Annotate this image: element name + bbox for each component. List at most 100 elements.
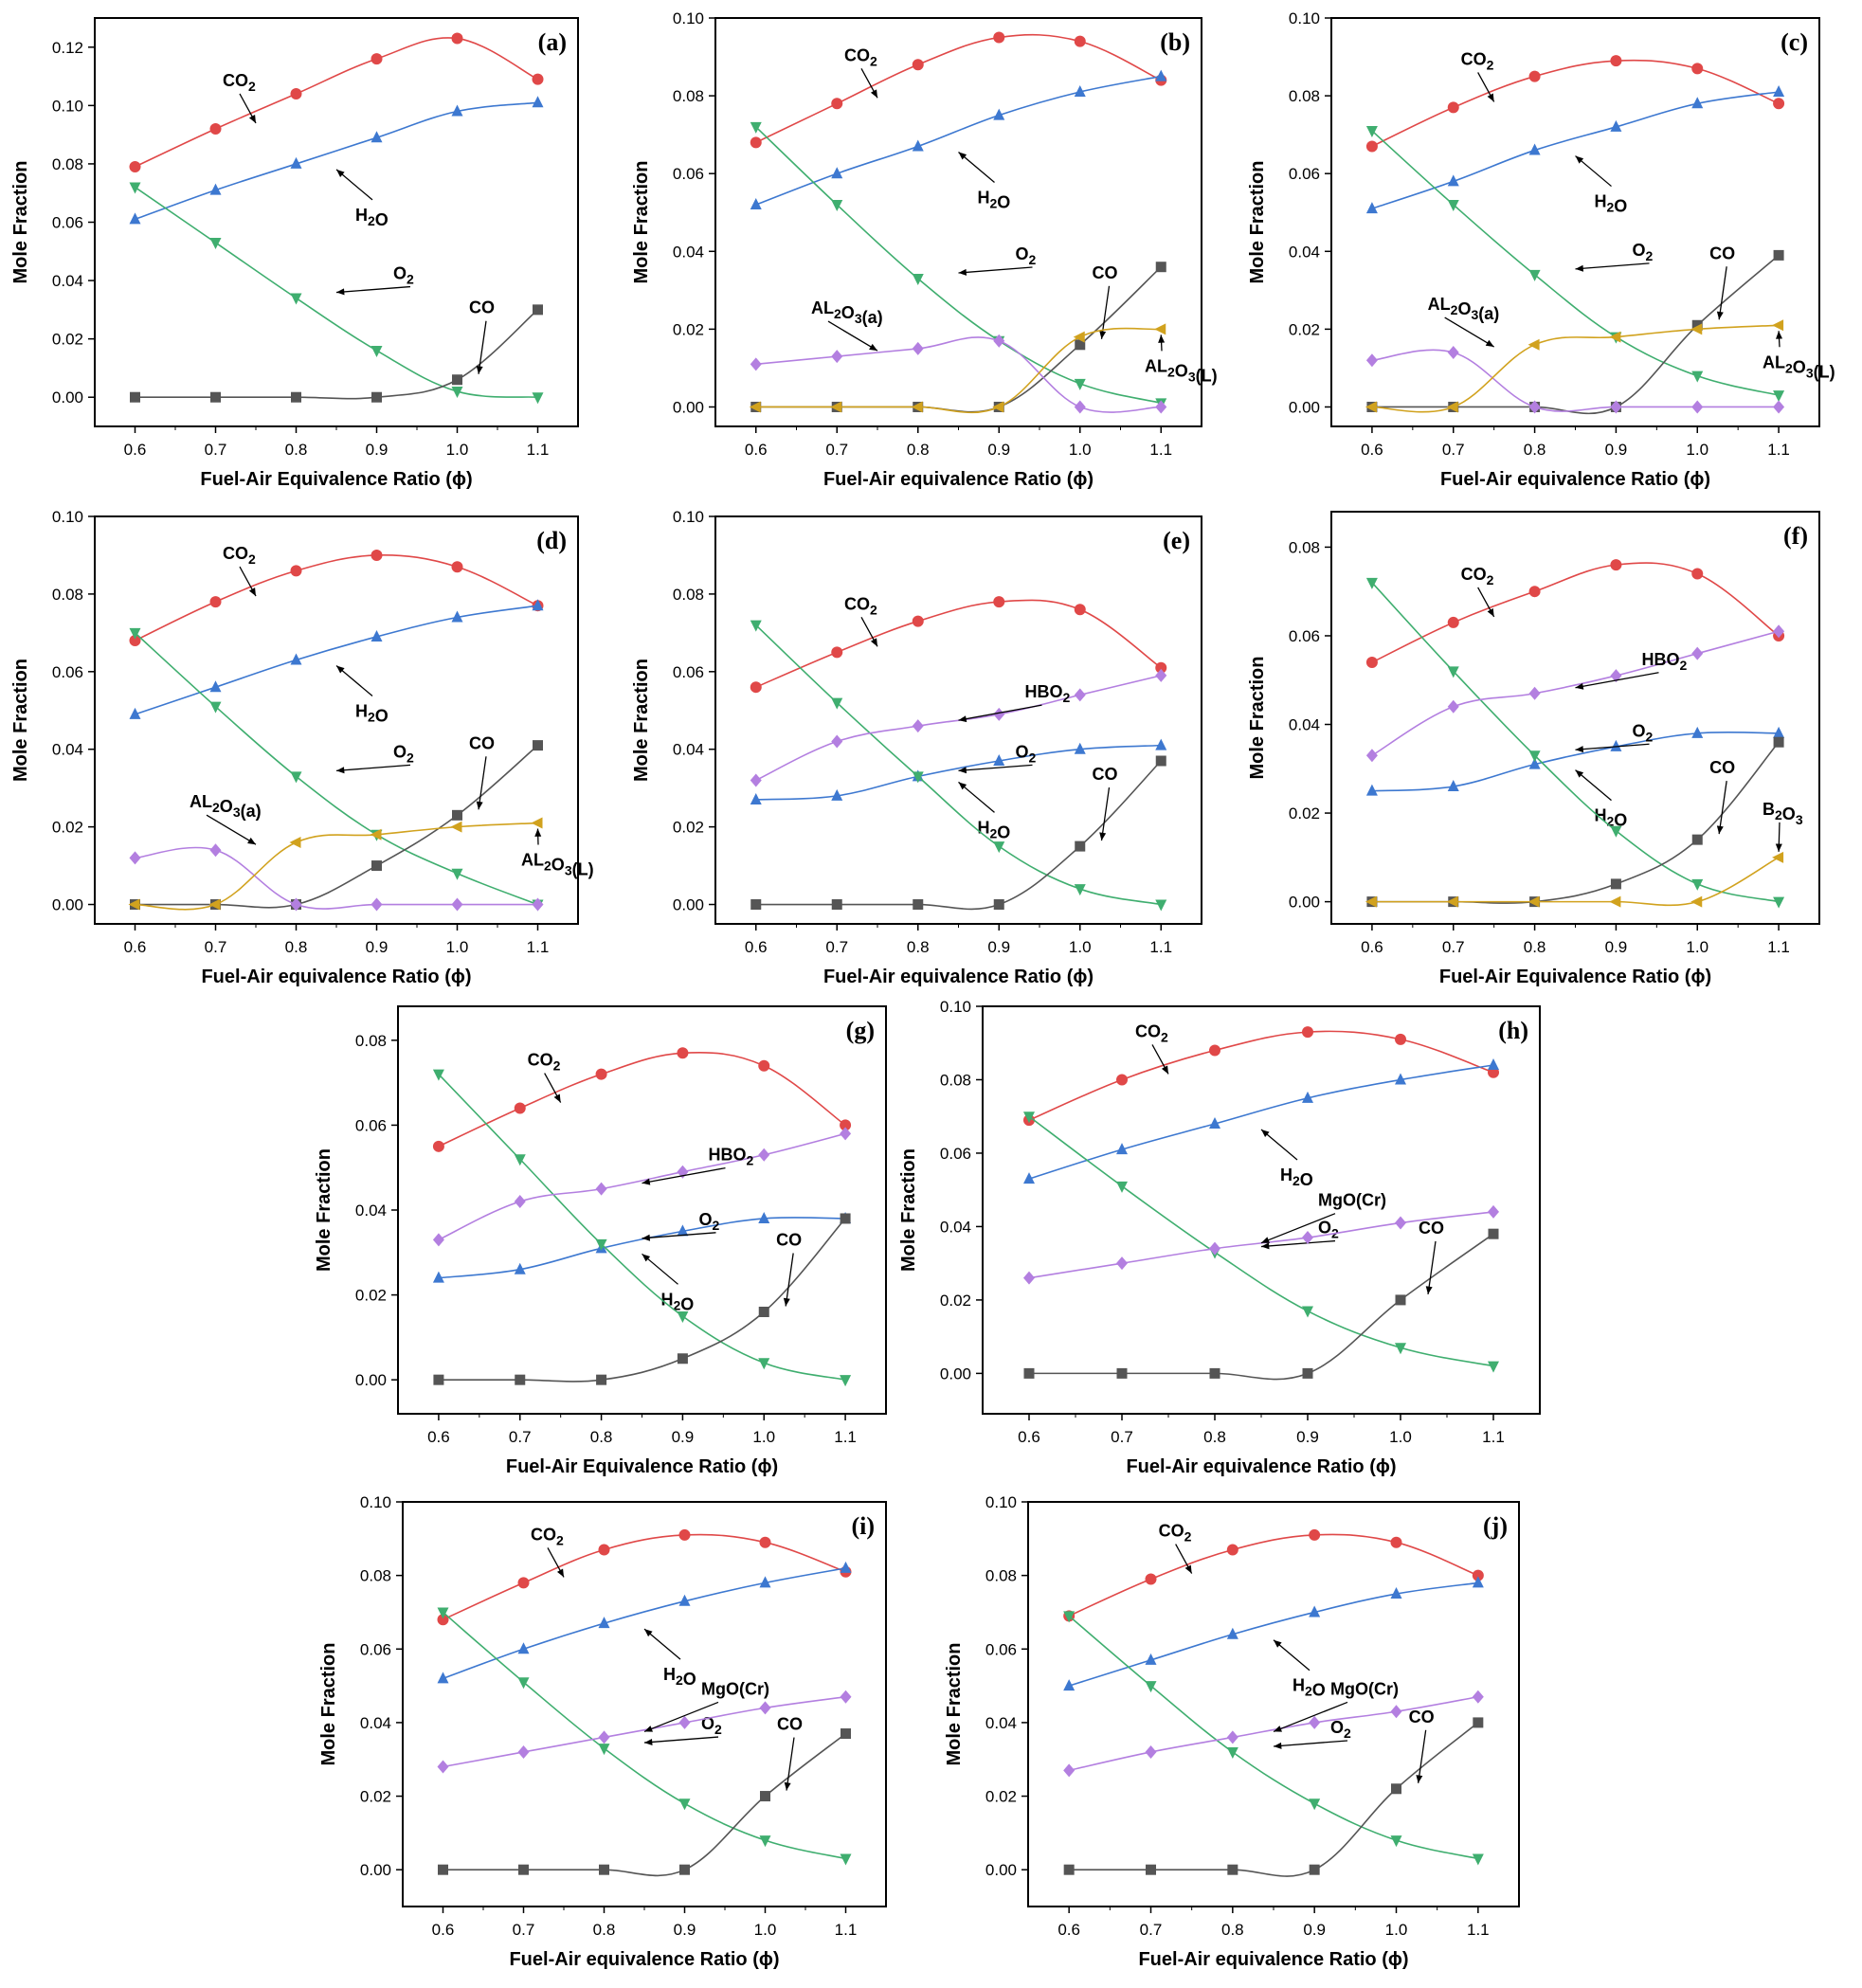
y-tick-label: 0.02 bbox=[940, 1292, 971, 1310]
arrowhead-o2 bbox=[958, 268, 967, 276]
series-mgo-cr: MgO(Cr) bbox=[1023, 1191, 1499, 1285]
x-tick-label: 1.1 bbox=[527, 441, 550, 459]
point-h2o bbox=[1447, 174, 1459, 187]
point-o2 bbox=[840, 1853, 852, 1866]
point-h2o bbox=[1074, 742, 1086, 754]
arrow-mgo-cr bbox=[643, 1701, 719, 1733]
series-label-o2: O2 bbox=[393, 742, 414, 765]
series-line-o2 bbox=[755, 126, 1162, 405]
panel-letter: (b) bbox=[1160, 28, 1190, 56]
series-co: CO bbox=[130, 298, 543, 403]
series-line-o2 bbox=[1371, 130, 1780, 396]
series-label-b2o3: B2O3 bbox=[1763, 800, 1803, 827]
point-o2 bbox=[831, 697, 843, 710]
arrowhead-mgo-cr bbox=[1274, 1726, 1282, 1732]
x-tick-label: 0.8 bbox=[1524, 441, 1546, 459]
x-axis-title: Fuel-Air equivalence Ratio (ϕ) bbox=[823, 967, 1094, 987]
point-co bbox=[1209, 1367, 1220, 1379]
series-label-co: CO bbox=[776, 1231, 802, 1250]
point-al2o3-a bbox=[993, 334, 1005, 348]
point-o2 bbox=[1116, 1181, 1128, 1193]
point-o2 bbox=[209, 701, 222, 714]
y-tick-label: 0.08 bbox=[985, 1567, 1017, 1585]
y-tick-label: 0.06 bbox=[355, 1116, 387, 1134]
x-tick-label: 1.1 bbox=[1767, 938, 1790, 956]
arrowhead-h2o bbox=[1274, 1639, 1282, 1648]
point-h2o bbox=[1691, 97, 1704, 109]
point-h2o bbox=[451, 104, 463, 117]
point-al2o3-l bbox=[911, 401, 923, 413]
x-tick-label: 0.6 bbox=[1361, 938, 1383, 956]
point-co bbox=[1146, 1864, 1156, 1875]
x-tick-label: 0.8 bbox=[1203, 1428, 1226, 1446]
point-h2o bbox=[1155, 69, 1167, 81]
series-label-mgo-cr: MgO(Cr) bbox=[1330, 1679, 1399, 1698]
point-hbo2 bbox=[1691, 646, 1704, 660]
point-o2 bbox=[1226, 1746, 1238, 1759]
point-co bbox=[1691, 834, 1703, 845]
point-h2o bbox=[1309, 1605, 1321, 1618]
y-tick-label: 0.04 bbox=[52, 741, 83, 759]
point-co2 bbox=[1155, 661, 1167, 674]
series-al2o3-l: AL2O3(L) bbox=[749, 323, 1218, 414]
point-o2 bbox=[677, 1310, 689, 1323]
point-co bbox=[758, 1307, 769, 1317]
point-co bbox=[533, 740, 543, 751]
point-h2o bbox=[532, 599, 544, 611]
series-b2o3: B2O3 bbox=[1365, 800, 1803, 908]
y-tick-label: 0.06 bbox=[1289, 165, 1320, 183]
series-co: CO bbox=[1366, 736, 1784, 908]
series-o2: O2 bbox=[1063, 1611, 1484, 1866]
point-co bbox=[1302, 1367, 1313, 1379]
x-tick-label: 0.9 bbox=[1605, 441, 1628, 459]
arrowhead-o2 bbox=[1274, 1742, 1282, 1749]
y-tick-label: 0.02 bbox=[52, 819, 83, 837]
y-axis-title: Mole Fraction bbox=[1247, 656, 1268, 779]
point-h2o bbox=[371, 131, 383, 143]
chart-panel-j: 0.6 0.7 0.8 0.9 1.0 1.1 0.00 0.02 0.04 0.06 0.08 0.… bbox=[944, 1493, 1520, 1970]
point-co2 bbox=[290, 88, 302, 100]
series-o2: O2 bbox=[437, 1607, 852, 1866]
x-tick-label: 0.9 bbox=[1303, 1921, 1326, 1939]
point-co2 bbox=[1472, 1569, 1484, 1581]
arrow-o2 bbox=[958, 266, 1033, 274]
point-co2 bbox=[831, 646, 843, 659]
x-tick-label: 0.7 bbox=[1442, 938, 1465, 956]
y-axis-title: Mole Fraction bbox=[1247, 160, 1268, 283]
series-mgo-cr: MgO(Cr) bbox=[1063, 1679, 1484, 1778]
series-h2o: H2O bbox=[1365, 726, 1785, 830]
series-label-co2: CO2 bbox=[223, 71, 256, 94]
point-co bbox=[1610, 878, 1621, 890]
plot-frame bbox=[397, 1005, 887, 1415]
y-tick-label: 0.02 bbox=[1289, 320, 1320, 338]
arrowhead-b2o3 bbox=[1775, 843, 1782, 852]
chart-panel-h: 0.6 0.7 0.8 0.9 1.0 1.1 0.00 0.02 0.04 0.06 0.08 0.… bbox=[898, 998, 1541, 1477]
arrowhead-co bbox=[1425, 1286, 1433, 1294]
arrowhead-co2 bbox=[870, 89, 877, 99]
point-o2 bbox=[1610, 825, 1622, 838]
point-h2o bbox=[1365, 784, 1378, 796]
arrow-co bbox=[1718, 266, 1727, 320]
series-line-h2o bbox=[438, 1217, 846, 1279]
arrowhead-hbo2 bbox=[642, 1178, 651, 1185]
point-hbo2 bbox=[1365, 749, 1378, 763]
point-co2 bbox=[1209, 1044, 1220, 1057]
point-h2o bbox=[1226, 1627, 1238, 1639]
arrowhead-co2 bbox=[248, 587, 256, 597]
y-tick-label: 0.00 bbox=[52, 896, 83, 914]
arrowhead-al2o3-a bbox=[869, 343, 877, 352]
arrowhead-h2o bbox=[644, 1629, 653, 1637]
point-o2 bbox=[371, 345, 383, 357]
series-h2o: H2O bbox=[129, 599, 544, 726]
series-line-b2o3 bbox=[1371, 857, 1780, 907]
point-h2o bbox=[598, 1617, 610, 1629]
point-o2 bbox=[514, 1154, 526, 1166]
y-tick-label: 0.08 bbox=[1289, 538, 1320, 556]
point-al2o3-l bbox=[992, 401, 1004, 413]
series-o2: O2 bbox=[750, 121, 1167, 410]
point-al2o3-a bbox=[750, 357, 762, 371]
series-line-o2 bbox=[1371, 582, 1780, 903]
series-label-co2: CO2 bbox=[1135, 1021, 1168, 1044]
point-h2o bbox=[1691, 726, 1704, 738]
point-co2 bbox=[1226, 1544, 1238, 1556]
